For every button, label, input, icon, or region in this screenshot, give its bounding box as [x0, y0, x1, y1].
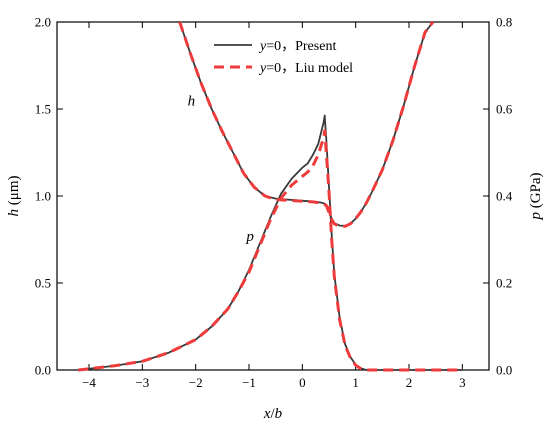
ticks: −4 −3 −2 −1 0 1 2 3 0.0 0.5 1.0 1.5 2.0 0.0 0.2 0.4 0.6 0… [35, 15, 513, 391]
y-right-tick-label: 0.0 [496, 363, 512, 378]
x-axis-label: x/b [263, 406, 283, 422]
y-left-tick-label: 0.5 [35, 276, 51, 291]
series-line-h-liu [178, 21, 435, 228]
x-tick-label: 1 [352, 375, 359, 390]
y-right-axis-label: p (GPa) [528, 172, 544, 220]
legend-label-1: y=0，Present [258, 39, 336, 54]
annotations: hp [188, 94, 255, 246]
x-tick-label: −4 [82, 375, 96, 390]
y-right-tick-label: 0.6 [496, 102, 513, 117]
y-right-tick-label: 0.8 [496, 15, 512, 30]
y-left-tick-label: 1.0 [35, 189, 51, 204]
series-layer [77, 21, 464, 372]
y-left-tick-label: 0.0 [35, 363, 51, 378]
x-tick-label: −3 [135, 375, 149, 390]
y-right-tick-label: 0.2 [496, 276, 512, 291]
legend: y=0，Present y=0，Liu model [214, 39, 353, 76]
legend-label-2: y=0，Liu model [258, 61, 353, 76]
x-tick-label: 0 [299, 375, 306, 390]
annotation-p: p [245, 229, 254, 245]
annotation-h: h [188, 94, 196, 110]
y-left-tick-label: 2.0 [35, 15, 51, 30]
x-tick-label: 2 [406, 375, 413, 390]
y-left-tick-label: 1.5 [35, 102, 51, 117]
x-tick-label: −2 [189, 375, 203, 390]
series-line-p-present [77, 114, 464, 371]
y-left-axis-label: h (μm) [6, 176, 22, 217]
y-right-tick-label: 0.4 [496, 189, 513, 204]
x-tick-label: −1 [242, 375, 256, 390]
series-line-p-liu [78, 129, 463, 372]
x-tick-label: 3 [459, 375, 466, 390]
